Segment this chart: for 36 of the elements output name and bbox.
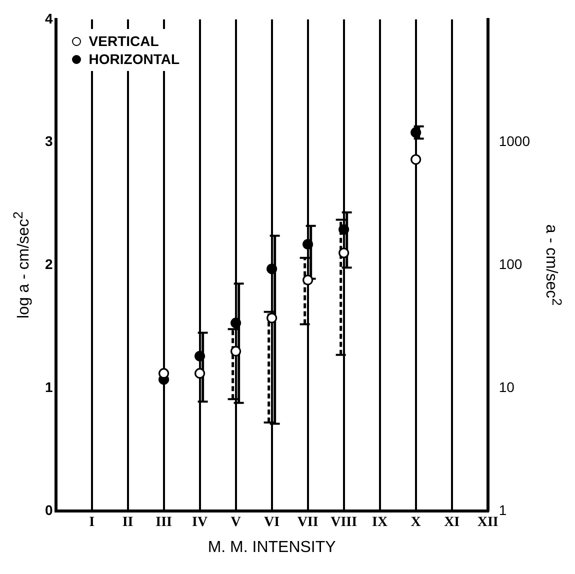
point — [302, 274, 314, 286]
point — [410, 127, 422, 138]
x-tick-label: IV — [192, 515, 208, 530]
point — [230, 318, 242, 328]
x-tick-label: IX — [372, 515, 388, 530]
x-tick-label: III — [156, 515, 172, 530]
legend-label: HORIZONTAL — [88, 51, 180, 68]
point — [266, 264, 278, 274]
point — [194, 368, 206, 379]
x-tick-label: I — [89, 515, 95, 530]
x-tick-label: II — [122, 515, 134, 530]
x-tick-label: VIII — [330, 515, 358, 530]
x-tick-label: XII — [477, 515, 498, 530]
y2-tick-label: 10 — [498, 378, 515, 395]
y2-tick-label: 1 — [498, 502, 507, 518]
point — [410, 154, 422, 165]
x-tick-label: VII — [297, 515, 318, 530]
x-axis-title: M. M. INTENSITY — [208, 538, 336, 556]
y-tick-label: 3 — [44, 133, 53, 150]
x-tick-label: VI — [264, 515, 280, 530]
point — [338, 248, 350, 258]
y-tick-label: 0 — [44, 502, 53, 518]
point — [230, 346, 242, 357]
x-tick-label: XI — [444, 515, 460, 530]
y-tick-label: 2 — [44, 256, 53, 272]
point — [338, 224, 350, 235]
y-tick-label: 4 — [44, 10, 53, 26]
point — [302, 239, 314, 250]
y2-tick-label: 100 — [498, 256, 522, 272]
point — [194, 350, 206, 362]
point — [266, 312, 278, 324]
y2-tick-label: 1000 — [498, 133, 530, 150]
x-tick-label: V — [230, 515, 241, 530]
x-tick-label: X — [410, 515, 421, 530]
legend-label: VERTICAL — [88, 33, 159, 50]
y-tick-label: 1 — [44, 378, 53, 395]
